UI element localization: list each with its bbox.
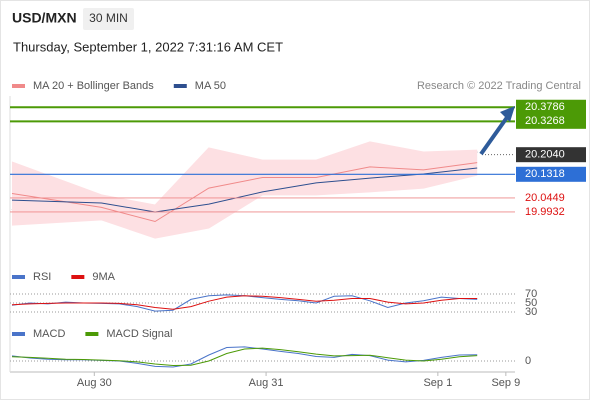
- x-tick-label: Sep 9: [491, 377, 520, 389]
- legend-label: MACD: [33, 328, 65, 340]
- x-tick-label: Aug 31: [249, 377, 284, 389]
- level-label: 20.1318: [525, 168, 565, 180]
- y-tick-label: 30: [525, 306, 537, 318]
- bollinger-lower: [11, 174, 478, 239]
- series-line: [11, 167, 478, 213]
- y-tick-label: 70: [525, 288, 537, 300]
- x-tick-label: Aug 30: [77, 377, 112, 389]
- plot-layers: Aug 30 Aug 31 Sep 1 Sep 9 MA 20 + Bollinger …: [10, 80, 586, 389]
- interval-button[interactable]: [83, 8, 134, 30]
- level-label: 20.0449: [525, 192, 565, 204]
- x-tick-label: Sep 1: [423, 377, 452, 389]
- legend-swatch: [71, 275, 85, 279]
- series-line: [11, 295, 478, 310]
- credit: Research © 2022 Trading Central: [417, 80, 581, 92]
- level-box: [516, 147, 586, 163]
- level-label: 20.2040: [525, 149, 565, 161]
- legend-label: MACD Signal: [106, 328, 172, 340]
- timestamp: Thursday, September 1, 2022 7:31:16 AM C…: [13, 39, 283, 54]
- legend-swatch: [12, 84, 25, 88]
- y-tick-label: 50: [525, 297, 537, 309]
- series-line: [11, 347, 478, 367]
- projection-arrow: [479, 114, 510, 156]
- level-box: [516, 99, 586, 115]
- level-box: [516, 166, 586, 182]
- level-box: [516, 113, 586, 129]
- legend-label: RSI: [33, 271, 51, 283]
- legend-swatch: [173, 84, 187, 88]
- legend-swatch: [85, 332, 99, 336]
- level-label: 19.9932: [525, 206, 565, 218]
- level-label: 20.3268: [525, 115, 565, 127]
- legend-swatch: [12, 275, 25, 279]
- interval-label[interactable]: 30 MIN: [89, 11, 128, 25]
- legend-label: 9MA: [92, 271, 115, 283]
- legend-label: MA 50: [195, 80, 226, 92]
- projection-arrowhead: [500, 106, 515, 122]
- legend-label: MA 20 + Bollinger Bands: [33, 80, 154, 92]
- y-tick-label: 0: [525, 355, 531, 367]
- symbol: USD/MXN: [12, 10, 77, 26]
- legend-swatch: [12, 332, 25, 336]
- level-label: 20.3786: [525, 101, 565, 113]
